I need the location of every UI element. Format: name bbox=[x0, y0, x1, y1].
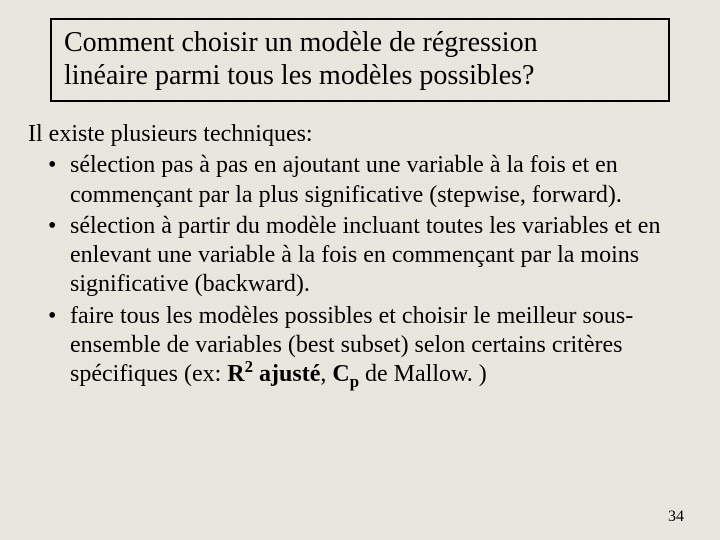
slide: Comment choisir un modèle de régression … bbox=[0, 0, 720, 540]
cp-after: de Mallow. ) bbox=[359, 361, 487, 387]
intro-text: Il existe plusieurs techniques: bbox=[28, 120, 692, 149]
r2-superscript: 2 bbox=[245, 357, 253, 376]
r2-label: R bbox=[227, 361, 244, 387]
bullet-list: sélection pas à pas en ajoutant une vari… bbox=[28, 151, 692, 389]
body-text: Il existe plusieurs techniques: sélectio… bbox=[28, 120, 692, 389]
list-item: faire tous les modèles possibles et choi… bbox=[70, 302, 692, 390]
title-box: Comment choisir un modèle de régression … bbox=[50, 18, 670, 102]
title-line-2: linéaire parmi tous les modèles possible… bbox=[64, 60, 534, 91]
bullet-text: sélection à partir du modèle incluant to… bbox=[70, 213, 660, 298]
list-item: sélection à partir du modèle incluant to… bbox=[70, 212, 692, 300]
cp-label: C bbox=[332, 361, 349, 387]
list-item: sélection pas à pas en ajoutant une vari… bbox=[70, 151, 692, 210]
cp-subscript: p bbox=[350, 372, 359, 391]
bullet-text: sélection pas à pas en ajoutant une vari… bbox=[70, 152, 622, 207]
r2-word: ajusté bbox=[253, 361, 320, 387]
page-number: 34 bbox=[668, 508, 684, 526]
title-line-1: Comment choisir un modèle de régression bbox=[64, 27, 538, 58]
sep: , bbox=[320, 361, 332, 387]
